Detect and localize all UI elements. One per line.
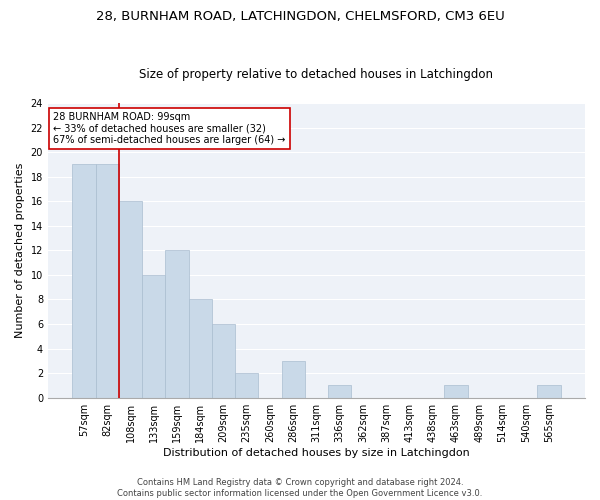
Bar [235, 373, 259, 398]
Title: Size of property relative to detached houses in Latchingdon: Size of property relative to detached ho… [139, 68, 493, 81]
Bar [445, 386, 467, 398]
Bar [119, 201, 142, 398]
Bar [166, 250, 188, 398]
Text: 28 BURNHAM ROAD: 99sqm
← 33% of detached houses are smaller (32)
67% of semi-det: 28 BURNHAM ROAD: 99sqm ← 33% of detached… [53, 112, 286, 145]
Text: 28, BURNHAM ROAD, LATCHINGDON, CHELMSFORD, CM3 6EU: 28, BURNHAM ROAD, LATCHINGDON, CHELMSFOR… [95, 10, 505, 23]
Bar [73, 164, 95, 398]
Y-axis label: Number of detached properties: Number of detached properties [15, 162, 25, 338]
Bar [142, 275, 166, 398]
Bar [538, 386, 560, 398]
Bar [212, 324, 235, 398]
Bar [95, 164, 119, 398]
Text: Contains HM Land Registry data © Crown copyright and database right 2024.
Contai: Contains HM Land Registry data © Crown c… [118, 478, 482, 498]
Bar [188, 300, 212, 398]
X-axis label: Distribution of detached houses by size in Latchingdon: Distribution of detached houses by size … [163, 448, 470, 458]
Bar [281, 361, 305, 398]
Bar [328, 386, 352, 398]
